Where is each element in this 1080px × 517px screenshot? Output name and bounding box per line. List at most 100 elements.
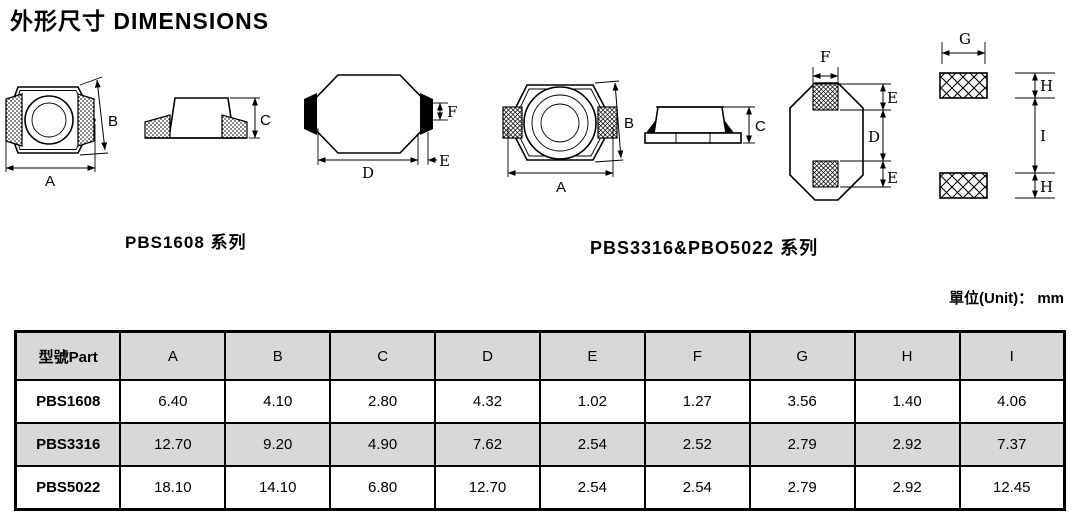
table-row-pbs3316: PBS3316 12.70 9.20 4.90 7.62 2.54 2.52 2… [14,422,1066,467]
col-header-A: A [119,330,227,381]
value-cell: 4.06 [958,379,1066,424]
dim-F: F [432,102,457,121]
unit-note: 單位(Unit)： mm [949,290,1064,307]
page-title: 外形尺寸 DIMENSIONS [10,8,270,34]
dim-label-A: A [556,179,566,196]
land-pad-top [939,72,988,99]
dim-A: A [507,127,614,196]
pbs1608-core-inner-circle [31,102,67,138]
fig-pbs3316-side-view: C [643,88,783,156]
value-cell: 6.80 [329,465,437,510]
value-cell: 12.70 [434,465,541,510]
value-cell: 2.92 [853,465,961,510]
col-header-F: F [643,330,751,381]
value-cell: 4.32 [434,379,541,424]
dim-H-I-H: H I H [1015,72,1055,199]
col-header-D: D [434,330,541,381]
value-cell: 1.40 [853,379,961,424]
pbs1608-bottom-left-pad [304,93,317,135]
value-cell: 2.80 [329,379,437,424]
dim-label-H-top: H [1040,77,1053,95]
dim-D-E: D E [317,128,450,182]
land-pad-bottom [939,172,988,199]
value-cell: 1.27 [643,379,751,424]
fig-pbs3316-top-view: B A [495,65,645,198]
fig-pbs3316-bottom-view: F E D E [783,42,913,210]
col-header-H: H [853,330,961,381]
value-cell: 2.92 [853,422,961,467]
dim-label-E-top: E [887,89,898,107]
value-cell: 7.62 [434,422,541,467]
pbs1608-left-terminal [5,93,23,147]
value-cell: 14.10 [224,465,332,510]
dim-label-C: C [755,118,766,135]
pbs1608-side-outline [144,97,248,139]
col-header-C: C [329,330,437,381]
dim-label-D: D [868,128,880,146]
dim-F: F [812,48,839,86]
pbs3316-bottom-bottom-pad [812,160,839,188]
caption-pbs3316-series: PBS3316&PBO5022 系列 [590,238,819,258]
value-cell: 2.79 [748,465,856,510]
caption-pbs1608-series: PBS1608 系列 [125,233,247,252]
pbs1608-bottom-right-pad [420,93,433,135]
pbs3316-bottom-top-pad [812,83,839,111]
fig-land-pattern: G H I H [930,22,1075,207]
col-header-B: B [224,330,332,381]
dim-label-F: F [820,48,830,66]
value-cell: 4.10 [224,379,332,424]
dim-label-G: G [959,30,971,48]
fig-pbs1608-top-view: B A [2,68,132,190]
col-header-I: I [958,330,1066,381]
pbs1608-bottom-outline [307,74,431,154]
pbs1608-side-right-foot [221,114,248,139]
pbs3316-circle-mid [531,94,589,152]
dim-label-F: F [447,103,457,121]
pbs1608-body-outline [5,86,96,154]
pbs3316-left-terminal [502,106,523,139]
table-row-pbs5022: PBS5022 18.10 14.10 6.80 12.70 2.54 2.54… [14,465,1066,510]
col-header-G: G [748,330,856,381]
fig-pbs1608-bottom-view: F D E [300,62,465,184]
pbs3316-circle-inner [540,103,580,143]
value-cell: 2.79 [748,422,856,467]
dim-label-E-bottom: E [887,169,898,187]
dim-C: C [724,106,766,144]
pbs1608-side-left-foot [144,114,171,139]
col-header-E: E [538,330,646,381]
pbs3316-left-fillet [646,121,655,133]
value-cell: 4.90 [329,422,437,467]
value-cell: 2.54 [643,465,751,510]
pbs3316-bottom-outline [789,82,864,201]
pbs3316-body-outline [502,84,618,161]
value-cell: 2.54 [538,422,646,467]
dim-label-H-bottom: H [1040,178,1053,196]
value-cell: 2.54 [538,465,646,510]
value-cell: 12.45 [958,465,1066,510]
table-row-pbs1608: PBS1608 6.40 4.10 2.80 4.32 1.02 1.27 3.… [14,379,1066,424]
pbs1608-right-terminal [77,93,95,147]
value-cell: 3.56 [748,379,856,424]
dimensions-table: 型號Part A B C D E F G H I PBS1608 6.40 4.… [14,330,1066,511]
dim-B: B [594,80,634,163]
dim-label-E: E [439,152,450,170]
value-cell: 2.52 [643,422,751,467]
value-cell: 1.02 [538,379,646,424]
value-cell: 7.37 [958,422,1066,467]
dim-label-A: A [45,173,55,190]
table-header-row: 型號Part A B C D E F G H I [14,330,1066,381]
dim-label-I: I [1040,127,1046,145]
dim-G: G [941,30,986,64]
col-header-part: 型號Part [14,330,122,381]
value-cell: 9.20 [224,422,332,467]
pbs3316-right-fillet [725,121,734,133]
value-cell: 6.40 [119,379,227,424]
value-cell: 18.10 [119,465,227,510]
dim-label-B: B [108,113,118,130]
dim-label-C: C [260,112,271,129]
fig-pbs1608-side-view: C [142,88,272,150]
dim-E-D-E: E D E [840,83,898,188]
part-number: PBS5022 [14,465,122,510]
dim-A: A [5,124,96,190]
